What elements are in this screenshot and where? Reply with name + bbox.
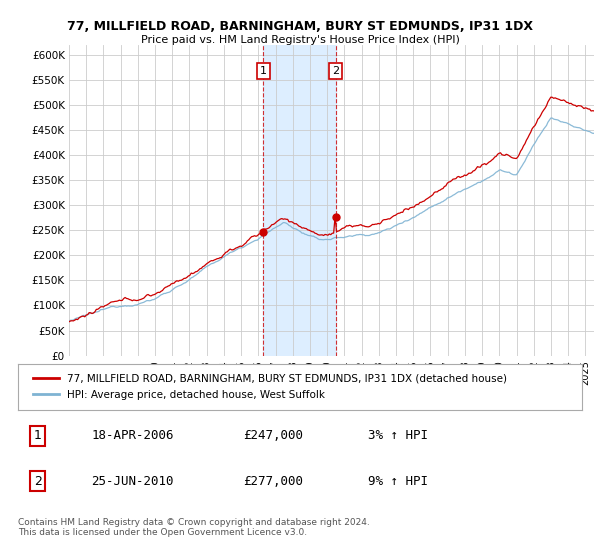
Bar [263,45,335,356]
Text: 2: 2 [34,474,41,488]
Text: 1: 1 [260,66,267,76]
Legend: 77, MILLFIELD ROAD, BARNINGHAM, BURY ST EDMUNDS, IP31 1DX (detached house), HPI:: 77, MILLFIELD ROAD, BARNINGHAM, BURY ST … [29,370,512,404]
Text: 1: 1 [34,430,41,442]
Text: 3% ↑ HPI: 3% ↑ HPI [368,430,428,442]
Text: £277,000: £277,000 [244,474,304,488]
Text: 25-JUN-2010: 25-JUN-2010 [91,474,174,488]
Text: 18-APR-2006: 18-APR-2006 [91,430,174,442]
Text: Contains HM Land Registry data © Crown copyright and database right 2024.
This d: Contains HM Land Registry data © Crown c… [18,518,370,538]
Text: 2: 2 [332,66,339,76]
Text: 9% ↑ HPI: 9% ↑ HPI [368,474,428,488]
Text: 77, MILLFIELD ROAD, BARNINGHAM, BURY ST EDMUNDS, IP31 1DX: 77, MILLFIELD ROAD, BARNINGHAM, BURY ST … [67,20,533,32]
Text: Price paid vs. HM Land Registry's House Price Index (HPI): Price paid vs. HM Land Registry's House … [140,35,460,45]
Text: £247,000: £247,000 [244,430,304,442]
